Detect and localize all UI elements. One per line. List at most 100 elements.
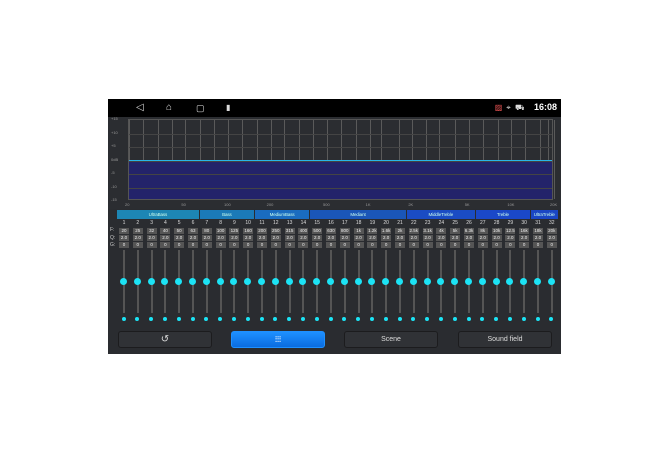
band-gain[interactable]: 0 [188, 242, 198, 248]
band-slider-knob[interactable] [354, 278, 362, 285]
band-frequency[interactable]: 1.2k [367, 228, 378, 234]
band-slider-knob[interactable] [202, 278, 210, 285]
band-gain[interactable]: 0 [119, 242, 129, 248]
band-frequency[interactable]: 25 [132, 228, 143, 234]
band-frequency[interactable]: 8k [477, 228, 488, 234]
band-slider-knob[interactable] [313, 278, 321, 285]
band-gain[interactable]: 0 [477, 242, 488, 248]
band-gain[interactable]: 0 [519, 242, 530, 248]
band-frequency[interactable]: 500 [312, 228, 323, 234]
band-gain[interactable]: 0 [132, 242, 143, 248]
band-frequency[interactable]: 5k [450, 228, 461, 234]
band-q[interactable]: 2.0 [519, 235, 530, 241]
band-q[interactable]: 2.0 [464, 235, 474, 241]
band-gain[interactable]: 0 [270, 242, 281, 248]
band-frequency[interactable]: 160 [243, 228, 254, 234]
band-q[interactable]: 2.0 [436, 235, 447, 241]
band-gain[interactable]: 0 [215, 242, 226, 248]
band-frequency[interactable]: 3.1k [422, 228, 433, 234]
band-q[interactable]: 2.0 [174, 235, 185, 241]
band-q[interactable]: 2.0 [215, 235, 226, 241]
band-q[interactable]: 2.0 [243, 235, 254, 241]
band-q[interactable]: 2.0 [422, 235, 433, 241]
band-gain[interactable]: 0 [533, 242, 543, 248]
band-frequency[interactable]: 16k [519, 228, 530, 234]
band-frequency[interactable]: 2k [395, 228, 405, 234]
band-q[interactable]: 2.0 [395, 235, 405, 241]
band-gain[interactable]: 0 [491, 242, 502, 248]
band-q[interactable]: 2.0 [132, 235, 143, 241]
band-q[interactable]: 2.0 [339, 235, 350, 241]
band-q[interactable]: 2.0 [450, 235, 461, 241]
band-frequency[interactable]: 50 [174, 228, 185, 234]
band-gain[interactable]: 0 [505, 242, 516, 248]
band-slider-knob[interactable] [120, 278, 127, 285]
band-frequency[interactable]: 250 [270, 228, 281, 234]
band-slider-knob[interactable] [285, 278, 293, 285]
band-q[interactable]: 2.0 [367, 235, 378, 241]
band-slider-knob[interactable] [478, 278, 486, 285]
band-gain[interactable]: 0 [464, 242, 474, 248]
band-q[interactable]: 2.0 [381, 235, 392, 241]
band-slider-knob[interactable] [423, 278, 431, 285]
band-slider-knob[interactable] [216, 278, 224, 285]
equalizer-button[interactable]: ⫶⫶⫶ [231, 331, 325, 348]
band-gain[interactable]: 0 [381, 242, 392, 248]
band-q[interactable]: 2.0 [270, 235, 281, 241]
band-gain[interactable]: 0 [422, 242, 433, 248]
band-gain[interactable]: 0 [353, 242, 364, 248]
band-frequency[interactable]: 2.5k [408, 228, 419, 234]
band-q[interactable]: 2.0 [533, 235, 543, 241]
band-slider-knob[interactable] [133, 278, 141, 285]
band-q[interactable]: 2.0 [160, 235, 171, 241]
band-slider-knob[interactable] [147, 278, 155, 285]
band-frequency[interactable]: 63 [188, 228, 198, 234]
band-gain[interactable]: 0 [229, 242, 240, 248]
band-gain[interactable]: 0 [326, 242, 336, 248]
band-frequency[interactable]: 20k [546, 228, 557, 234]
band-slider-knob[interactable] [492, 278, 500, 285]
band-frequency[interactable]: 1k [353, 228, 364, 234]
band-gain[interactable]: 0 [174, 242, 185, 248]
band-frequency[interactable]: 630 [326, 228, 336, 234]
band-gain[interactable]: 0 [160, 242, 171, 248]
reset-button[interactable]: ↺ [118, 331, 212, 348]
band-slider-knob[interactable] [327, 278, 334, 285]
band-slider-knob[interactable] [465, 278, 472, 285]
band-slider-knob[interactable] [299, 278, 307, 285]
band-q[interactable]: 2.0 [546, 235, 557, 241]
band-frequency[interactable]: 10k [491, 228, 502, 234]
band-slider-knob[interactable] [520, 278, 528, 285]
band-gain[interactable]: 0 [395, 242, 405, 248]
home-icon[interactable]: ⌂ [166, 102, 173, 113]
band-q[interactable]: 2.0 [298, 235, 309, 241]
band-slider-knob[interactable] [451, 278, 459, 285]
band-slider-knob[interactable] [547, 278, 555, 285]
band-gain[interactable]: 0 [312, 242, 323, 248]
band-q[interactable]: 2.0 [477, 235, 488, 241]
band-gain[interactable]: 0 [201, 242, 212, 248]
band-gain[interactable]: 0 [339, 242, 350, 248]
band-q[interactable]: 2.0 [312, 235, 323, 241]
band-gain[interactable]: 0 [243, 242, 254, 248]
band-q[interactable]: 2.0 [201, 235, 212, 241]
band-gain[interactable]: 0 [298, 242, 309, 248]
band-q[interactable]: 2.0 [505, 235, 516, 241]
band-q[interactable]: 2.0 [188, 235, 198, 241]
band-frequency[interactable]: 20 [119, 228, 129, 234]
band-slider-knob[interactable] [271, 278, 279, 285]
band-frequency[interactable]: 6.3k [464, 228, 474, 234]
band-slider-knob[interactable] [175, 278, 183, 285]
band-frequency[interactable]: 80 [201, 228, 212, 234]
band-gain[interactable]: 0 [436, 242, 447, 248]
band-frequency[interactable]: 12.5 [505, 228, 516, 234]
recents-icon[interactable]: ▢ [196, 103, 205, 113]
back-icon[interactable]: ◁ [136, 102, 144, 113]
band-slider-knob[interactable] [368, 278, 376, 285]
band-frequency[interactable]: 400 [298, 228, 309, 234]
band-slider-knob[interactable] [258, 278, 265, 285]
band-frequency[interactable]: 1.6k [381, 228, 392, 234]
band-q[interactable]: 2.0 [408, 235, 419, 241]
band-gain[interactable]: 0 [257, 242, 267, 248]
band-q[interactable]: 2.0 [284, 235, 295, 241]
